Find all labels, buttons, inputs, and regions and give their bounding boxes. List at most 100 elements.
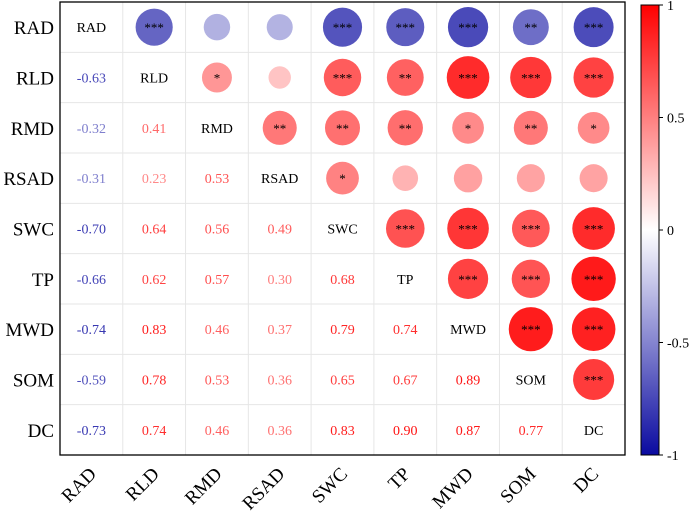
diagonal-label: SOM (516, 374, 547, 389)
correlation-circle (326, 161, 359, 195)
diagonal-label: MWD (450, 323, 486, 338)
significance-stars: *** (396, 20, 416, 35)
correlation-value: 0.62 (142, 273, 167, 288)
correlation-value: 0.46 (205, 424, 230, 439)
colorbar-gradient (640, 4, 660, 456)
correlation-value: 0.90 (393, 424, 418, 439)
correlation-value: -0.31 (77, 172, 106, 187)
colorbar-tick-label: 0 (667, 224, 674, 239)
significance-stars: *** (584, 20, 604, 35)
correlation-value: 0.46 (205, 323, 230, 338)
correlation-value: 0.74 (393, 323, 418, 338)
correlation-value: 0.23 (142, 172, 167, 187)
correlation-circle (572, 207, 615, 250)
diagonal-label: DC (584, 424, 603, 439)
correlation-circle (452, 111, 484, 144)
correlation-circle (386, 8, 425, 47)
correlation-circle (447, 7, 489, 48)
x-tick-label: SOM (496, 464, 540, 508)
correlation-value: 0.41 (142, 122, 167, 137)
significance-stars: *** (584, 222, 604, 237)
correlation-value: 0.83 (330, 424, 355, 439)
correlation-circle (262, 110, 297, 145)
significance-stars: ** (399, 71, 412, 86)
matrix-grid (59, 1, 626, 456)
correlation-value: -0.74 (77, 323, 106, 338)
correlation-value: 0.83 (142, 323, 167, 338)
x-tick-label: DC (570, 464, 604, 498)
correlation-circle (323, 58, 362, 97)
significance-stars: *** (458, 20, 478, 35)
correlation-value: 0.53 (205, 374, 230, 389)
significance-stars: *** (521, 322, 541, 337)
y-tick-label: RMD (11, 119, 54, 140)
diagonal-label: RAD (77, 21, 107, 36)
significance-stars: *** (521, 272, 541, 287)
correlation-value: 0.87 (456, 424, 481, 439)
correlation-value: 0.37 (267, 323, 292, 338)
correlation-circle (573, 57, 614, 98)
diagonal-label: TP (397, 273, 414, 288)
significance-stars: *** (333, 20, 353, 35)
significance-stars: *** (144, 20, 164, 35)
colorbar-tick-label: -1 (667, 449, 679, 464)
significance-stars: ** (273, 121, 286, 136)
significance-stars: *** (458, 272, 478, 287)
colorbar-tick-label: -0.5 (667, 337, 689, 352)
significance-stars: *** (584, 322, 604, 337)
significance-stars: ** (524, 121, 537, 136)
correlation-value: 0.57 (205, 273, 230, 288)
correlation-value: 0.74 (142, 424, 167, 439)
correlation-circle (324, 110, 361, 146)
correlation-circle (446, 56, 490, 99)
correlation-circle (579, 164, 608, 193)
correlation-value: 0.77 (519, 424, 544, 439)
correlation-value: 0.64 (142, 223, 167, 238)
correlation-value: 0.65 (330, 374, 355, 389)
correlation-circle (573, 7, 614, 48)
y-tick-label: DC (28, 421, 54, 442)
correlation-circle (203, 13, 231, 41)
correlation-value: -0.70 (77, 223, 106, 238)
colorbar-tick-label: 0.5 (667, 112, 685, 127)
correlation-circle (512, 9, 549, 46)
diagonal-label: RSAD (261, 172, 298, 187)
correlation-circle (135, 8, 173, 46)
correlation-circle (577, 111, 610, 144)
significance-stars: *** (584, 272, 604, 287)
correlation-circle (573, 358, 615, 401)
x-tick-label: SWC (308, 464, 352, 508)
correlation-value: 0.68 (330, 273, 355, 288)
correlation-circle (266, 14, 293, 41)
correlation-value: -0.32 (77, 122, 106, 137)
significance-stars: *** (458, 222, 478, 237)
x-tick-label: RSAD (239, 464, 290, 515)
axis-labels: RAD RLD RMD RSAD SWC TP MWD SOM DC RAD RLD RMD RSAD S… (3, 18, 603, 514)
significance-stars: *** (584, 373, 604, 388)
correlation-value: 0.79 (330, 323, 355, 338)
correlation-circle (453, 163, 483, 193)
significance-stars: *** (521, 222, 541, 237)
correlation-value: -0.73 (77, 424, 106, 439)
y-tick-label: TP (32, 270, 54, 291)
correlation-circle (322, 7, 363, 47)
significance-stars: ** (399, 121, 412, 136)
correlation-value: 0.49 (267, 223, 292, 238)
correlation-value: -0.59 (77, 374, 106, 389)
correlation-circle (447, 258, 489, 299)
x-tick-label: RAD (58, 464, 101, 507)
significance-stars: * (590, 121, 597, 136)
significance-stars: ** (524, 20, 537, 35)
y-tick-label: SWC (13, 220, 54, 241)
correlation-value: 0.89 (456, 374, 481, 389)
diagonal-label: RLD (140, 72, 168, 87)
x-tick-label: RLD (122, 464, 164, 506)
correlation-value: 0.30 (267, 273, 292, 288)
x-tick-label: TP (384, 464, 415, 495)
correlation-circle (268, 66, 291, 89)
significance-stars: * (214, 71, 221, 86)
correlation-circle (447, 207, 489, 250)
correlation-circle (510, 56, 552, 99)
significance-stars: *** (458, 71, 478, 86)
